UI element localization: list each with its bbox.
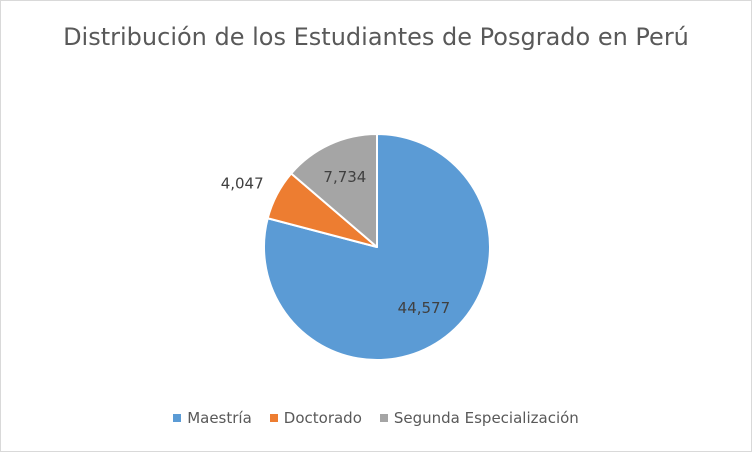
chart-title: Distribución de los Estudiantes de Posgr…	[63, 23, 689, 51]
pie-data-labels: 44,577 4,047 7,734	[221, 168, 450, 317]
data-label-doctorado: 4,047	[221, 174, 264, 192]
data-label-maestria: 44,577	[398, 299, 451, 317]
legend-item-segunda-especializacion: Segunda Especialización	[379, 409, 579, 427]
legend-swatch-doctorado	[269, 414, 278, 422]
legend-label-maestria: Maestría	[187, 409, 252, 427]
data-label-segunda-especializacion: 7,734	[323, 168, 366, 186]
pie-slice-segunda-especializacion	[290, 133, 378, 248]
legend-label-doctorado: Doctorado	[283, 409, 362, 427]
legend-swatch-maestria	[173, 414, 182, 422]
pie-slices	[263, 133, 491, 361]
legend-item-maestria: Maestría	[173, 409, 252, 427]
legend-item-doctorado: Doctorado	[269, 409, 362, 427]
legend-swatch-segunda-especializacion	[379, 414, 388, 422]
legend: Maestría Doctorado Segunda Especializaci…	[1, 409, 751, 427]
legend-label-segunda-especializacion: Segunda Especialización	[393, 409, 579, 427]
